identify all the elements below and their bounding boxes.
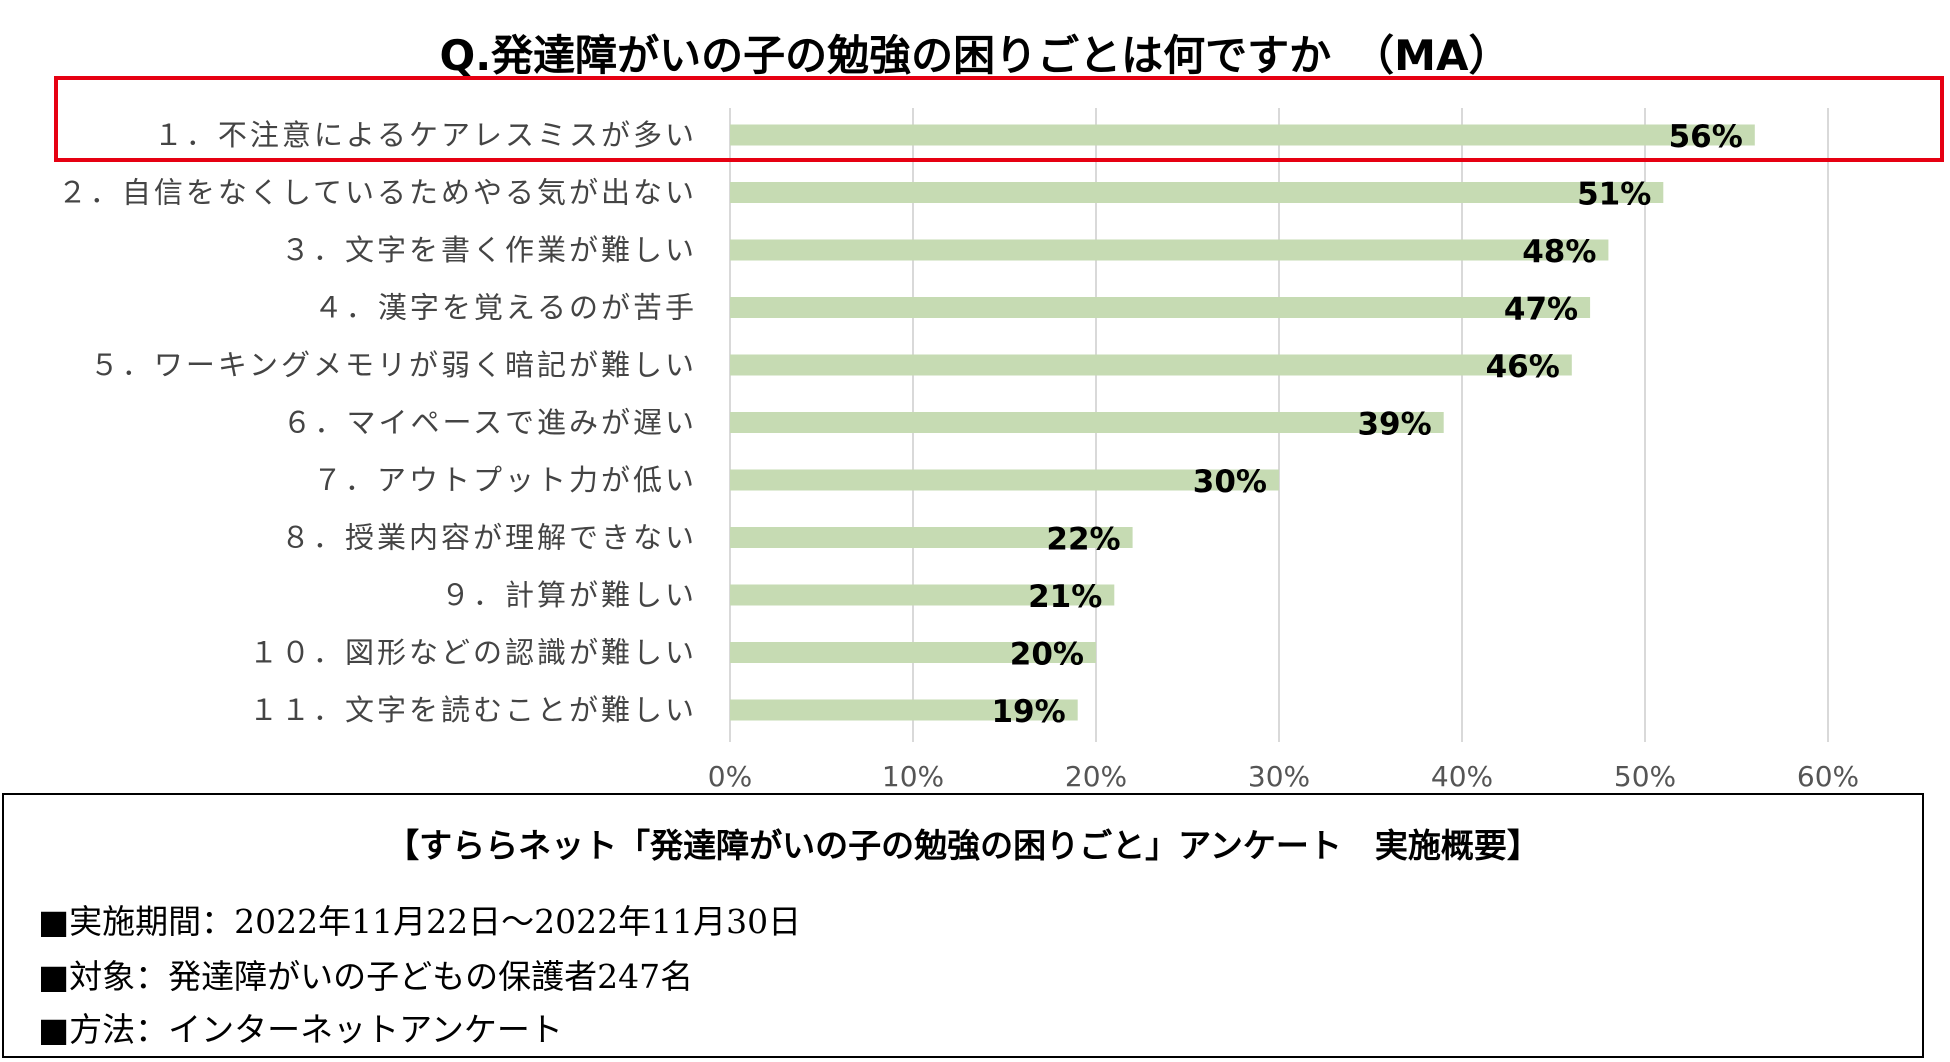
value-label: 56%: [1669, 119, 1743, 155]
category-label: ７．アウトプット力が低い: [313, 463, 697, 497]
category-label: ５．ワーキングメモリが弱く暗記が難しい: [90, 348, 697, 382]
value-label: 46%: [1486, 349, 1560, 385]
chart-title: Q.発達障がいの子の勉強の困りごとは何ですか （MA）: [439, 31, 1511, 80]
value-label: 19%: [991, 694, 1065, 730]
highlight-frame: [54, 76, 1944, 162]
value-label: 22%: [1046, 522, 1120, 558]
value-label: 30%: [1193, 464, 1267, 500]
category-label: １０．図形などの認識が難しい: [249, 636, 697, 670]
x-tick-label: 10%: [882, 760, 944, 793]
value-label: 47%: [1504, 292, 1578, 328]
survey-period: ■実施期間：2022年11月22日～2022年11月30日: [38, 902, 802, 941]
category-label: ４．漢字を覚えるのが苦手: [314, 291, 697, 325]
bar: [730, 297, 1591, 318]
x-tick-label: 40%: [1431, 760, 1493, 793]
category-label: １．不注意によるケアレスミスが多い: [154, 118, 697, 152]
category-label: ６．マイペースで進みが遅い: [282, 406, 697, 440]
survey-target: ■対象：発達障がいの子どもの保護者247名: [38, 957, 694, 996]
bar: [730, 182, 1664, 203]
x-tick-label: 0%: [708, 760, 752, 793]
value-label: 51%: [1577, 177, 1651, 213]
category-label: １１．文字を読むことが難しい: [249, 693, 697, 727]
category-label: ２．自信をなくしているためやる気が出ない: [58, 176, 697, 210]
bar: [730, 469, 1279, 491]
bar: [730, 124, 1755, 146]
bar: [730, 354, 1572, 376]
bar: [730, 527, 1133, 548]
x-tick-label: 20%: [1065, 760, 1127, 793]
category-label: ９．計算が難しい: [441, 578, 697, 612]
category-label: ８．授業内容が理解できない: [281, 521, 697, 555]
bar: [730, 412, 1444, 433]
x-tick-label: 60%: [1797, 760, 1859, 793]
bar: [730, 699, 1078, 721]
bar: [730, 642, 1096, 663]
x-tick-label: 30%: [1248, 760, 1310, 793]
value-label: 21%: [1028, 579, 1102, 615]
bar: [730, 584, 1115, 606]
value-label: 20%: [1010, 637, 1084, 673]
value-label: 39%: [1357, 407, 1431, 443]
x-tick-label: 50%: [1614, 760, 1676, 793]
survey-summary-box: 【すららネット「発達障がいの子の勉強の困りごと」アンケート 実施概要】 ■実施期…: [2, 793, 1924, 1058]
value-label: 48%: [1522, 234, 1596, 270]
bar: [730, 239, 1609, 261]
survey-title: 【すららネット「発達障がいの子の勉強の困りごと」アンケート 実施概要】: [386, 826, 1540, 865]
survey-method: ■方法：インターネットアンケート: [38, 1010, 563, 1049]
category-label: ３．文字を書く作業が難しい: [281, 233, 697, 267]
